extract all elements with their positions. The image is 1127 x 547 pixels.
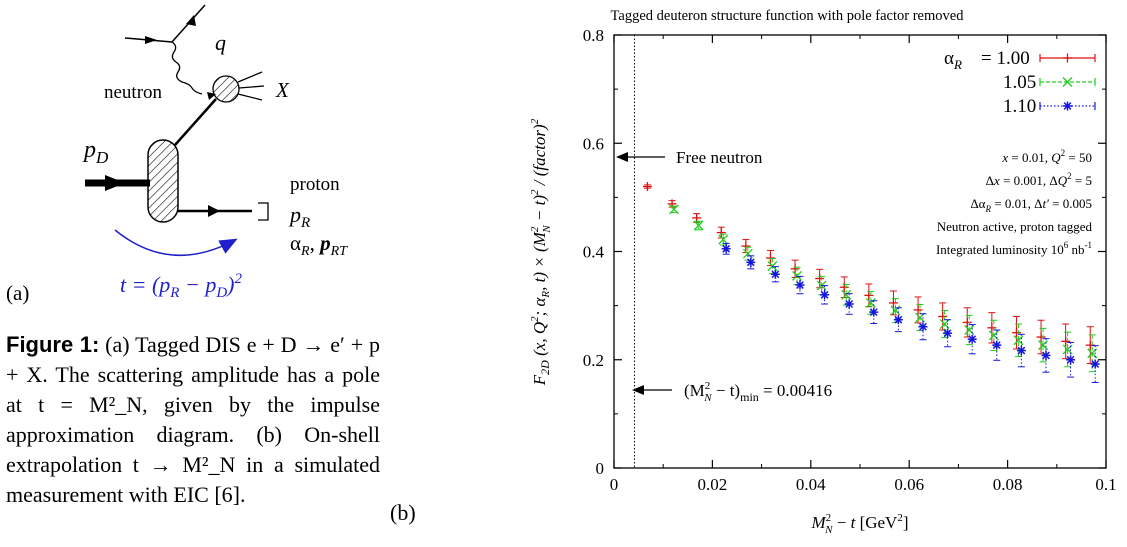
series-1 [669,204,1098,373]
caption-text: (a) Tagged DIS e + D → e′ + p + X. The s… [6,332,381,507]
deuteron-arrow-icon [105,175,125,191]
data-point [771,270,780,279]
x-tick-label: 0.04 [796,475,826,494]
data-point [722,244,731,253]
data-point [1017,346,1026,355]
data-point [746,258,755,267]
data-point [841,289,852,300]
y-tick-label: 0.8 [583,26,604,45]
y-tick-label: 0.2 [583,351,604,370]
y-tick-label: 0.4 [583,243,605,262]
x-label: X [275,78,290,102]
x-axis-label: M2 N − t [GeV2] [810,512,908,536]
electron-arrow-icon [145,36,157,44]
annotation-5: Integrated luminosity 106 nb-1 [936,240,1092,257]
series-2 [721,242,1100,383]
proton-arrow-icon [208,205,220,217]
data-series [642,182,1100,383]
alpha-prt-label: αR, pRT [290,231,348,259]
data-point [1042,351,1050,360]
t-formula: t = (pR − pD)2 [120,271,243,301]
data-point [792,270,802,281]
legend-alpha: αR [944,48,962,72]
data-point [894,315,903,324]
outgoing-arrow-icon [186,15,196,26]
figure-label: Figure 1: [6,332,100,357]
panel-a-label: (a) [6,281,29,305]
x-tick-label: 0.06 [894,475,924,494]
detector-bracket [258,202,269,221]
structure-function-chart: Tagged deuteron structure function with … [529,8,1117,536]
free-neutron-label: Free neutron [676,148,763,167]
legend-text-1: 1.05 [1003,72,1036,93]
svg-text:F2D (x, Q2; αR, t) × (M2N −: F2D (x, Q2; αR, t) × (M2N − t)2 / (facto… [529,118,553,386]
x-tick-label: 0 [610,475,619,494]
free-neutron-marker: Free neutron [616,148,763,167]
data-point [1091,360,1100,368]
data-point [1038,340,1048,351]
data-point [742,248,753,259]
data-point [865,297,876,308]
data-point [992,341,1001,350]
x-tick-label: 0.08 [993,475,1023,494]
axes: 0 0.02 0.04 0.06 0.08 0.1 0 0.2 0.4 0.6 0.8 [583,26,1117,494]
x-tick-label: 0.02 [698,475,728,494]
annotation-1: x = 0.01, Q2 = 50 [1001,148,1092,165]
feynman-diagram: (a) q neutron X pD proton pR αR, pRT t =… [6,4,348,305]
min-line-marker: (M2 N − t)min = 0.00416 [632,35,832,468]
y-axis-label: F2D (x, Q2; αR, t) × (M2N − t)2 / (facto… [529,118,553,386]
legend-marker-1 [1062,77,1073,87]
legend: αR = 1.00 1.05 1.10 [944,48,1096,117]
proton-label: proton [290,174,340,195]
data-point [964,325,975,335]
data-point [693,220,704,231]
series-0 [642,182,1095,365]
min-arrow-icon [632,385,644,395]
data-point [1013,335,1024,346]
data-point [919,322,927,331]
annotation-2: Δx = 0.001, ΔQ2 = 5 [986,171,1092,188]
legend-text-2: 1.10 [1003,96,1036,117]
legend-text-0: = 1.00 [981,48,1030,69]
annotations: x = 0.01, Q2 = 50 Δx = 0.001, ΔQ2 = 5 Δα… [936,148,1093,257]
data-point [669,204,679,215]
x-tick-label: 0.1 [1095,475,1116,494]
min-label: (M2 N − t)min = 0.00416 [684,380,832,404]
data-point [718,234,729,245]
pd-label: pD [82,137,109,167]
data-point [820,290,829,299]
photon-line [171,41,203,95]
neutron-label: neutron [104,82,163,103]
y-tick-label: 0.6 [583,134,604,153]
figure-caption: Figure 1: (a) Tagged DIS e + D → e′ + p … [6,330,380,510]
data-point [767,261,778,272]
panel-b-label: (b) [390,500,416,525]
y-tick-label: 0 [596,459,605,478]
annotation-4: Neutron active, proton tagged [937,219,1093,234]
data-point [869,308,878,317]
legend-marker-2 [1063,102,1072,110]
neutron-blob [212,75,240,103]
free-neutron-arrow-icon [616,152,628,162]
momentum-transfer-arc [114,229,238,257]
data-point [988,330,999,341]
neutron-line [174,98,217,146]
data-point [968,335,977,344]
data-point [943,329,952,338]
q-label: q [215,30,226,55]
data-point [1066,355,1075,364]
chart-title: Tagged deuteron structure function with … [611,8,965,24]
annotation-3: ΔαR = 0.01, Δt′ = 0.005 [970,196,1092,214]
pr-label: pR [288,202,310,231]
data-point [845,300,854,308]
data-point [796,281,804,289]
deuteron-vertex [147,139,179,223]
